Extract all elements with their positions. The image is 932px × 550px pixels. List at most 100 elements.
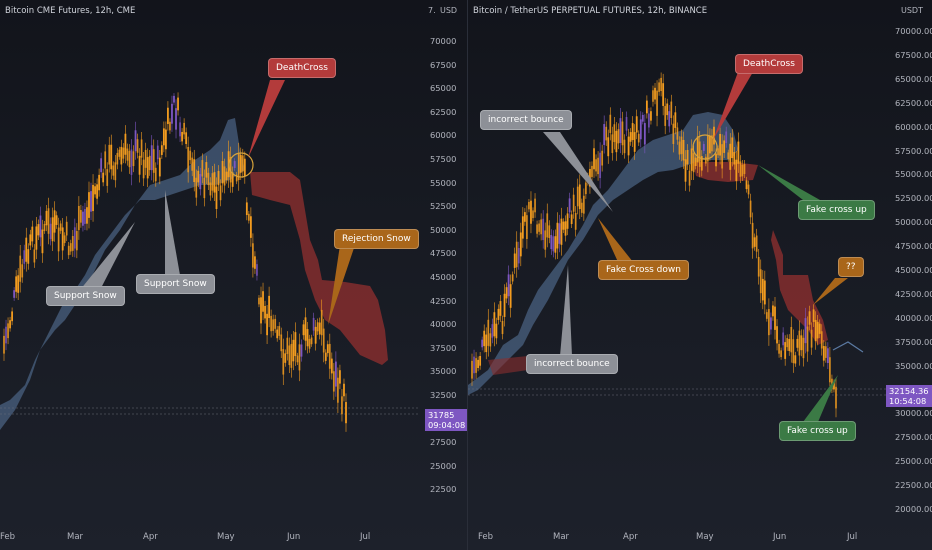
candle-body (41, 229, 44, 254)
right-date-label: Jun (773, 532, 787, 542)
candle-body (654, 87, 656, 100)
right-price-label: 40000.00 (895, 312, 932, 323)
candle-body (92, 184, 94, 212)
right-chart-canvas[interactable] (468, 0, 932, 550)
right-date-label: Feb (478, 532, 494, 542)
left-price-label: 42500 (430, 295, 457, 306)
candle-body (670, 101, 673, 118)
candle-body (650, 111, 652, 121)
right-death-cross-pointer (713, 72, 753, 140)
candle-body (798, 330, 801, 356)
candle-body (717, 148, 719, 156)
candle-body (140, 139, 143, 158)
candle-body (725, 131, 728, 144)
candle-body (609, 114, 612, 133)
left-currency-label: USD (440, 6, 458, 15)
right-candles (471, 72, 837, 418)
candle-body (721, 144, 724, 169)
left-price-label: 67500 (430, 59, 457, 70)
candle-body (828, 357, 831, 383)
candle-body (826, 348, 829, 363)
candle-body (479, 355, 482, 366)
candle-body (753, 237, 756, 247)
candle-body (475, 358, 477, 373)
candle-body (217, 170, 220, 186)
candle-body (591, 165, 593, 177)
candle-body (9, 320, 11, 329)
candle-body (88, 192, 90, 218)
candle-body (84, 208, 86, 224)
candle-body (735, 159, 738, 182)
candle-body (611, 134, 614, 154)
candle-body (641, 114, 644, 122)
left-price-label: 55000 (430, 177, 457, 188)
candle-body (177, 97, 179, 111)
left-death-cross-callout: DeathCross (268, 58, 336, 78)
candle-body (77, 205, 80, 231)
candle-body (599, 152, 602, 179)
candle-body (814, 319, 817, 342)
right-fake-cross-up-pointer-1 (758, 165, 820, 200)
left-chart-canvas[interactable] (0, 0, 467, 550)
left-price-label: 27500 (430, 437, 457, 448)
candle-body (597, 157, 599, 175)
candle-body (593, 148, 595, 170)
candle-body (536, 224, 538, 234)
candle-body (497, 308, 500, 320)
candle-body (477, 359, 480, 368)
candle-body (747, 184, 750, 195)
candle-body (615, 130, 618, 153)
candle-body (219, 185, 222, 201)
candle-body (286, 337, 289, 354)
left-support-snow-callout-2: Support Snow (136, 274, 215, 294)
candle-body (197, 170, 200, 183)
right-incorrect-bounce-pointer-1 (543, 132, 613, 212)
candle-body (223, 166, 226, 186)
left-countdown: 09:04:08 (428, 420, 466, 430)
right-price-label: 47500.00 (895, 241, 932, 252)
candle-body (550, 235, 553, 250)
candle-body (21, 264, 24, 278)
candle-body (822, 346, 825, 361)
candle-body (560, 218, 563, 245)
candle-body (485, 334, 488, 353)
right-chart-pane[interactable]: Bitcoin / TetherUS PERPETUAL FUTURES, 12… (468, 0, 932, 550)
candle-body (175, 108, 177, 130)
left-chart-pane[interactable]: Bitcoin CME Futures, 12h, CME 7. USD 700… (0, 0, 469, 550)
candle-body (43, 223, 46, 232)
candle-body (65, 221, 68, 236)
candle-body (713, 126, 715, 145)
candle-body (302, 324, 305, 336)
candle-body (142, 159, 145, 179)
candle-body (203, 177, 206, 199)
candle-body (566, 213, 569, 229)
candle-body (312, 317, 315, 331)
right-date-label: Jul (847, 532, 858, 542)
candle-body (540, 219, 543, 235)
candle-body (169, 121, 171, 131)
candle-body (617, 129, 620, 144)
pane-divider[interactable] (467, 0, 468, 550)
candle-body (318, 322, 321, 335)
candle-body (666, 103, 669, 116)
candle-body (136, 139, 139, 153)
candle-body (688, 170, 691, 186)
candle-body (493, 312, 496, 337)
left-candles (3, 92, 347, 432)
candle-body (324, 352, 327, 361)
candle-body (29, 234, 32, 246)
left-price-label: 52500 (430, 201, 457, 212)
left-death-cross-pointer (248, 80, 285, 158)
candle-body (316, 322, 319, 332)
left-price-label: 22500 (430, 484, 457, 495)
left-death-cross-marker (228, 152, 254, 178)
candle-body (211, 173, 214, 191)
candle-body (743, 164, 746, 174)
left-price-label: 70000 (430, 36, 457, 46)
left-price-label: 62500 (430, 106, 457, 117)
candle-body (613, 124, 616, 143)
candle-body (489, 333, 492, 347)
right-last-price: 32154.36 (889, 386, 929, 396)
candle-body (110, 144, 113, 170)
candle-body (564, 221, 567, 236)
